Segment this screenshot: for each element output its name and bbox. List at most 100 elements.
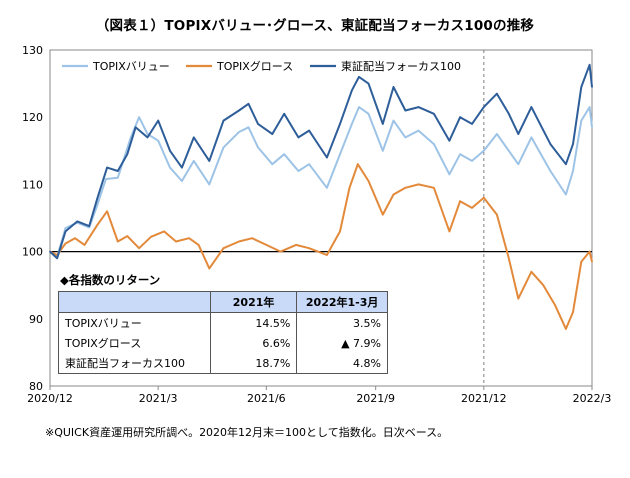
table-row: TOPIXグロース 6.6% ▲ 7.9% — [58, 333, 388, 353]
series-line-1 — [49, 106, 593, 258]
returns-header-blank — [58, 291, 211, 313]
data-point — [508, 150, 510, 152]
data-point — [433, 113, 435, 115]
data-point — [64, 230, 67, 233]
data-point — [448, 173, 451, 176]
data-point — [417, 183, 420, 186]
data-point — [448, 139, 451, 142]
data-point — [392, 86, 395, 88]
series-line-2 — [49, 163, 593, 330]
data-point — [565, 163, 567, 165]
data-point — [49, 250, 51, 253]
returns-table: 2021年 2022年1-3月 TOPIXバリュー 14.5% 3.5% TOP… — [58, 291, 388, 374]
data-point — [251, 237, 253, 239]
data-point — [367, 180, 370, 182]
data-point — [169, 150, 171, 152]
data-point — [591, 260, 593, 263]
series-line-3 — [49, 63, 593, 260]
data-point — [257, 146, 259, 149]
data-point — [417, 129, 420, 132]
data-point — [471, 160, 473, 162]
data-point — [459, 116, 461, 118]
data-point — [297, 136, 300, 139]
data-point — [572, 311, 574, 313]
data-point — [126, 153, 129, 155]
data-point — [247, 126, 250, 129]
data-point — [530, 136, 533, 139]
returns-title: ◆各指数のリターン — [60, 273, 161, 287]
data-point — [417, 106, 420, 108]
x-tick-label: 2021/12 — [461, 392, 507, 405]
data-point — [222, 119, 225, 122]
data-point — [188, 237, 190, 239]
data-point — [297, 170, 300, 172]
data-point — [197, 244, 200, 246]
data-point — [175, 240, 177, 243]
data-point — [238, 131, 240, 133]
x-tick-label: 2020/12 — [27, 392, 73, 405]
data-point — [138, 247, 140, 249]
y-tick-label: 90 — [29, 313, 43, 326]
x-tick-label: 2021/3 — [139, 392, 178, 405]
data-point — [580, 119, 583, 122]
data-point — [588, 106, 591, 108]
data-point — [106, 210, 108, 213]
return-2021: 14.5% — [209, 312, 298, 333]
data-point — [76, 220, 79, 223]
data-point — [588, 250, 591, 253]
data-point — [150, 236, 152, 238]
data-point — [283, 153, 286, 155]
data-point — [517, 297, 520, 300]
data-point — [64, 242, 67, 245]
data-point — [308, 129, 310, 132]
data-point — [496, 213, 498, 216]
data-point — [572, 170, 574, 172]
data-point — [208, 267, 211, 270]
data-point — [339, 230, 341, 233]
returns-header-2021: 2021年 — [209, 291, 298, 313]
data-point — [382, 150, 384, 152]
data-point — [146, 133, 149, 135]
data-point — [351, 123, 353, 125]
data-point — [283, 113, 286, 115]
data-point — [530, 106, 533, 108]
data-point — [64, 227, 67, 229]
data-point — [222, 146, 225, 149]
chart-title: （図表１）TOPIXバリュー･グロース、東証配当フォーカス100の推移 — [95, 18, 535, 34]
data-point — [433, 187, 435, 189]
data-point — [326, 156, 328, 159]
data-point — [181, 166, 183, 169]
data-point — [181, 180, 183, 182]
legend-label-2: TOPIXグロース — [216, 59, 293, 73]
x-tick-label: 2021/6 — [247, 392, 286, 405]
data-point — [146, 136, 149, 139]
data-point — [88, 225, 90, 227]
data-point — [404, 187, 407, 189]
data-point — [517, 163, 520, 165]
data-point — [126, 235, 129, 237]
data-point — [308, 163, 310, 165]
data-point — [471, 123, 473, 125]
data-point — [404, 109, 407, 112]
data-point — [193, 160, 195, 162]
data-point — [169, 166, 171, 169]
data-point — [392, 119, 395, 122]
y-tick-label: 100 — [22, 246, 43, 259]
data-point — [392, 193, 395, 196]
data-point — [382, 213, 384, 216]
x-tick-label: 2021/9 — [356, 392, 395, 405]
data-point — [367, 82, 370, 85]
data-point — [193, 136, 195, 139]
data-point — [117, 176, 119, 179]
data-point — [257, 123, 259, 125]
data-point — [138, 116, 140, 118]
data-point — [591, 86, 593, 88]
data-point — [530, 271, 533, 273]
data-point — [271, 133, 274, 135]
data-point — [565, 328, 567, 330]
data-point — [163, 230, 165, 233]
data-point — [496, 92, 498, 95]
data-point — [459, 153, 461, 155]
row-label: TOPIXバリュー — [58, 312, 211, 333]
